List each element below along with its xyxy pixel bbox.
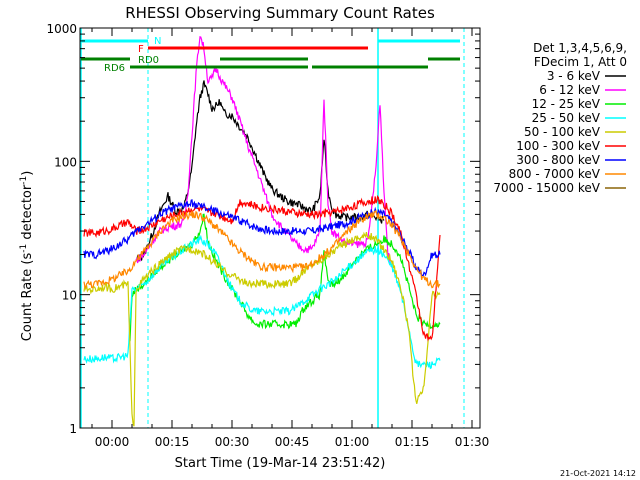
legend: Det 1,3,4,5,6,9, FDecim 1, Att 0 3 - 6 k… — [493, 41, 627, 195]
legend-entry-label: 25 - 50 keV — [532, 111, 601, 125]
series-line-12-25-kev — [129, 213, 441, 342]
footer-date: 21-Oct-2021 14:12 — [560, 469, 636, 478]
status-bar-label-n: N — [154, 36, 161, 47]
axis-ticks: 00:00 00:15 00:30 00:45 01:00 01:15 01:30 1 10 10… — [46, 22, 489, 449]
y-tick-label: 1000 — [46, 22, 77, 36]
legend-entry-label: 6 - 12 keV — [539, 83, 601, 97]
legend-header-line-1: Det 1,3,4,5,6,9, — [533, 41, 627, 55]
x-tick-label: 00:00 — [95, 435, 130, 449]
plot-frame — [79, 27, 481, 429]
chart-title: RHESSI Observing Summary Count Rates — [125, 4, 435, 22]
legend-entry-label: 100 - 300 keV — [516, 139, 600, 153]
series-lines — [83, 35, 441, 427]
y-axis-label-end: ) — [20, 171, 35, 176]
y-axis-label-sup: -1 — [19, 244, 29, 253]
x-tick-label: 00:30 — [215, 435, 250, 449]
y-axis-label: Count Rate (s-1 detector-1) — [19, 171, 35, 342]
x-tick-label: 00:15 — [155, 435, 190, 449]
status-bar-label-f: F — [138, 44, 144, 55]
y-tick-label: 10 — [62, 289, 77, 303]
y-axis-label-sup2: -1 — [19, 176, 29, 185]
legend-entry-label: 12 - 25 keV — [532, 97, 601, 111]
series-line-800-7000-kev — [83, 209, 441, 289]
x-axis-label: Start Time (19-Mar-14 23:51:42) — [175, 456, 386, 471]
legend-header-line-2: FDecim 1, Att 0 — [534, 55, 627, 69]
legend-entry-label: 800 - 7000 keV — [509, 167, 601, 181]
legend-entry-label: 7000 - 15000 keV — [493, 181, 600, 195]
legend-entry-label: 3 - 6 keV — [547, 69, 601, 83]
y-tick-label: 100 — [54, 155, 77, 169]
x-tick-label: 00:45 — [275, 435, 310, 449]
x-tick-label: 01:15 — [395, 435, 430, 449]
series-line-300-800-kev — [83, 199, 441, 277]
series-line-50-100-kev — [83, 231, 441, 427]
series-line-100-300-kev — [83, 195, 441, 342]
x-tick-label: 01:30 — [455, 435, 490, 449]
series-line-3-6-kev — [135, 80, 385, 262]
x-tick-label: 01:00 — [335, 435, 370, 449]
legend-entry-label: 50 - 100 keV — [524, 125, 601, 139]
y-axis-label-main: Count Rate (s — [20, 253, 35, 342]
legend-entry-label: 300 - 800 keV — [516, 153, 600, 167]
status-bar-label-rd6: RD6 — [104, 63, 125, 74]
night-markers — [80, 28, 379, 428]
status-bar-label-rd0: RD0 — [138, 55, 159, 66]
y-tick-label: 1 — [69, 422, 77, 436]
y-axis-label-mid: detector — [20, 184, 35, 244]
